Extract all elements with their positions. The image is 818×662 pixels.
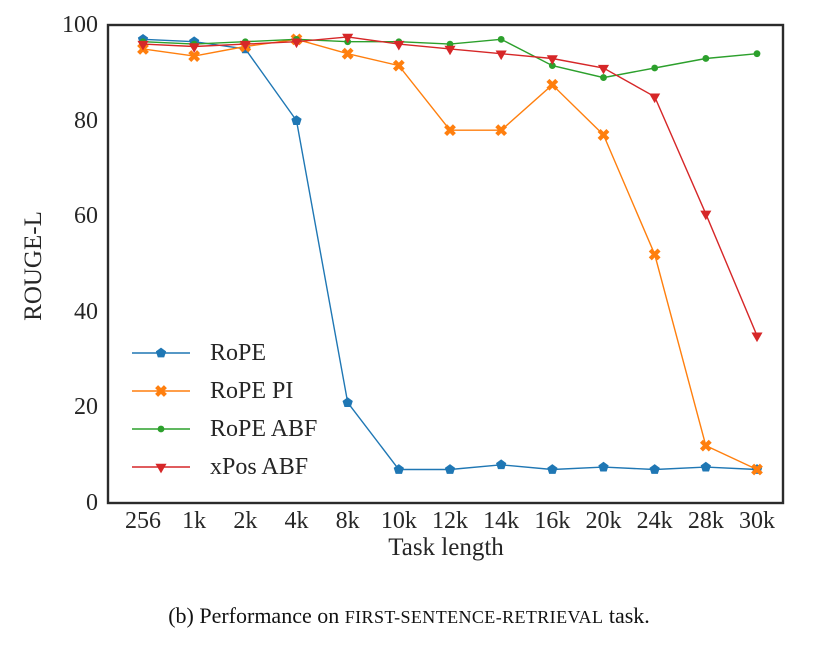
legend-item: xPos ABF bbox=[130, 448, 317, 486]
legend-item: RoPE bbox=[130, 334, 317, 372]
y-axis-title: ROUGE-L bbox=[20, 211, 47, 321]
x-tick-label: 28k bbox=[687, 508, 724, 534]
legend-label: xPos ABF bbox=[210, 453, 309, 480]
caption-prefix: (b) Performance on bbox=[168, 603, 345, 628]
legend-label: RoPE bbox=[210, 339, 267, 366]
caption-task-name: FIRST-SENTENCE-RETRIEVAL bbox=[344, 607, 604, 627]
legend-item: RoPE PI bbox=[130, 372, 317, 410]
legend-marker-pentagon-icon bbox=[132, 347, 190, 358]
y-tick-label: 60 bbox=[74, 203, 98, 230]
y-tick-label: 100 bbox=[62, 12, 98, 38]
legend-item: RoPE ABF bbox=[130, 410, 317, 448]
x-tick-label: 30k bbox=[739, 508, 775, 534]
y-tick-label: 0 bbox=[86, 490, 98, 516]
y-tick-label: 20 bbox=[74, 394, 98, 421]
y-tick-label: 80 bbox=[74, 107, 98, 134]
x-tick-label: 10k bbox=[380, 508, 417, 534]
legend: RoPE RoPE PI RoPE ABF xPos ABF bbox=[130, 334, 317, 486]
x-tick-label: 1k bbox=[182, 508, 207, 534]
legend-label: RoPE ABF bbox=[210, 415, 318, 442]
caption-suffix: task. bbox=[603, 603, 650, 628]
x-tick-label: 2k bbox=[233, 508, 258, 534]
figure-caption: (b) Performance on FIRST-SENTENCE-RETRIE… bbox=[0, 603, 818, 629]
x-tick-label: 12k bbox=[432, 508, 468, 534]
series-rope-abf bbox=[139, 35, 761, 81]
x-tick-label: 8k bbox=[335, 508, 360, 534]
x-tick-label: 16k bbox=[534, 508, 571, 534]
x-tick-label: 20k bbox=[585, 508, 622, 534]
x-tick-label: 24k bbox=[636, 508, 673, 534]
y-tick-label: 40 bbox=[74, 298, 98, 325]
x-tick-label: 4k bbox=[284, 508, 309, 534]
plot-svg bbox=[106, 23, 785, 505]
legend-marker-circle-icon bbox=[132, 425, 190, 433]
legend-marker-x-icon bbox=[132, 385, 190, 397]
x-tick-label: 256 bbox=[125, 508, 161, 534]
x-tick-label: 14k bbox=[483, 508, 520, 534]
legend-label: RoPE PI bbox=[210, 377, 294, 404]
legend-marker-triangle-down-icon bbox=[132, 463, 190, 474]
axes-frame bbox=[106, 23, 785, 505]
x-axis-title: Task length bbox=[388, 534, 504, 561]
series-xpos-abf bbox=[137, 33, 763, 343]
